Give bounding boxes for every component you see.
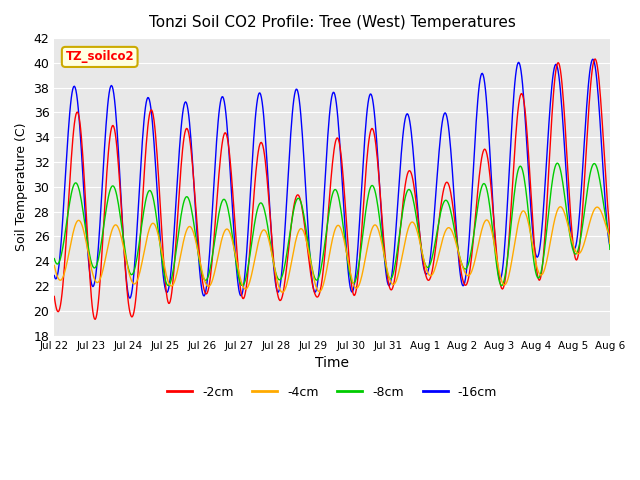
-8cm: [174, 234, 182, 240]
-2cm: [606, 239, 614, 245]
-8cm: [61, 235, 68, 241]
-4cm: [61, 270, 68, 276]
-8cm: [606, 246, 614, 252]
-2cm: [417, 239, 424, 245]
-16cm: [61, 191, 68, 197]
-2cm: [175, 197, 182, 203]
-4cm: [118, 235, 125, 241]
-4cm: [557, 204, 564, 210]
Text: TZ_soilco2: TZ_soilco2: [65, 50, 134, 63]
-8cm: [118, 223, 125, 228]
-16cm: [401, 121, 408, 127]
-8cm: [554, 160, 561, 166]
-16cm: [204, 269, 212, 275]
-8cm: [204, 276, 211, 281]
-2cm: [118, 220, 126, 226]
-4cm: [204, 283, 211, 289]
Title: Tonzi Soil CO2 Profile: Tree (West) Temperatures: Tonzi Soil CO2 Profile: Tree (West) Temp…: [148, 15, 516, 30]
-4cm: [51, 263, 58, 268]
-16cm: [417, 241, 424, 247]
-4cm: [606, 240, 614, 246]
-4cm: [417, 242, 424, 248]
-16cm: [606, 243, 614, 249]
-4cm: [401, 242, 408, 248]
Line: -4cm: -4cm: [54, 207, 610, 292]
-8cm: [400, 203, 408, 209]
-16cm: [51, 273, 58, 278]
X-axis label: Time: Time: [315, 356, 349, 370]
-4cm: [278, 289, 286, 295]
-2cm: [591, 56, 599, 62]
-8cm: [51, 256, 58, 262]
-16cm: [589, 56, 596, 62]
Line: -2cm: -2cm: [54, 59, 610, 319]
Y-axis label: Soil Temperature (C): Soil Temperature (C): [15, 122, 28, 251]
Line: -16cm: -16cm: [54, 59, 610, 298]
-2cm: [92, 316, 99, 322]
-16cm: [118, 204, 125, 209]
Legend: -2cm, -4cm, -8cm, -16cm: -2cm, -4cm, -8cm, -16cm: [162, 381, 502, 404]
-2cm: [51, 294, 58, 300]
-16cm: [126, 295, 134, 301]
-2cm: [61, 264, 68, 270]
-2cm: [204, 288, 212, 293]
-2cm: [401, 189, 408, 194]
-8cm: [498, 283, 506, 288]
-8cm: [416, 237, 424, 242]
Line: -8cm: -8cm: [54, 163, 610, 286]
-4cm: [174, 266, 182, 272]
-16cm: [175, 157, 182, 163]
